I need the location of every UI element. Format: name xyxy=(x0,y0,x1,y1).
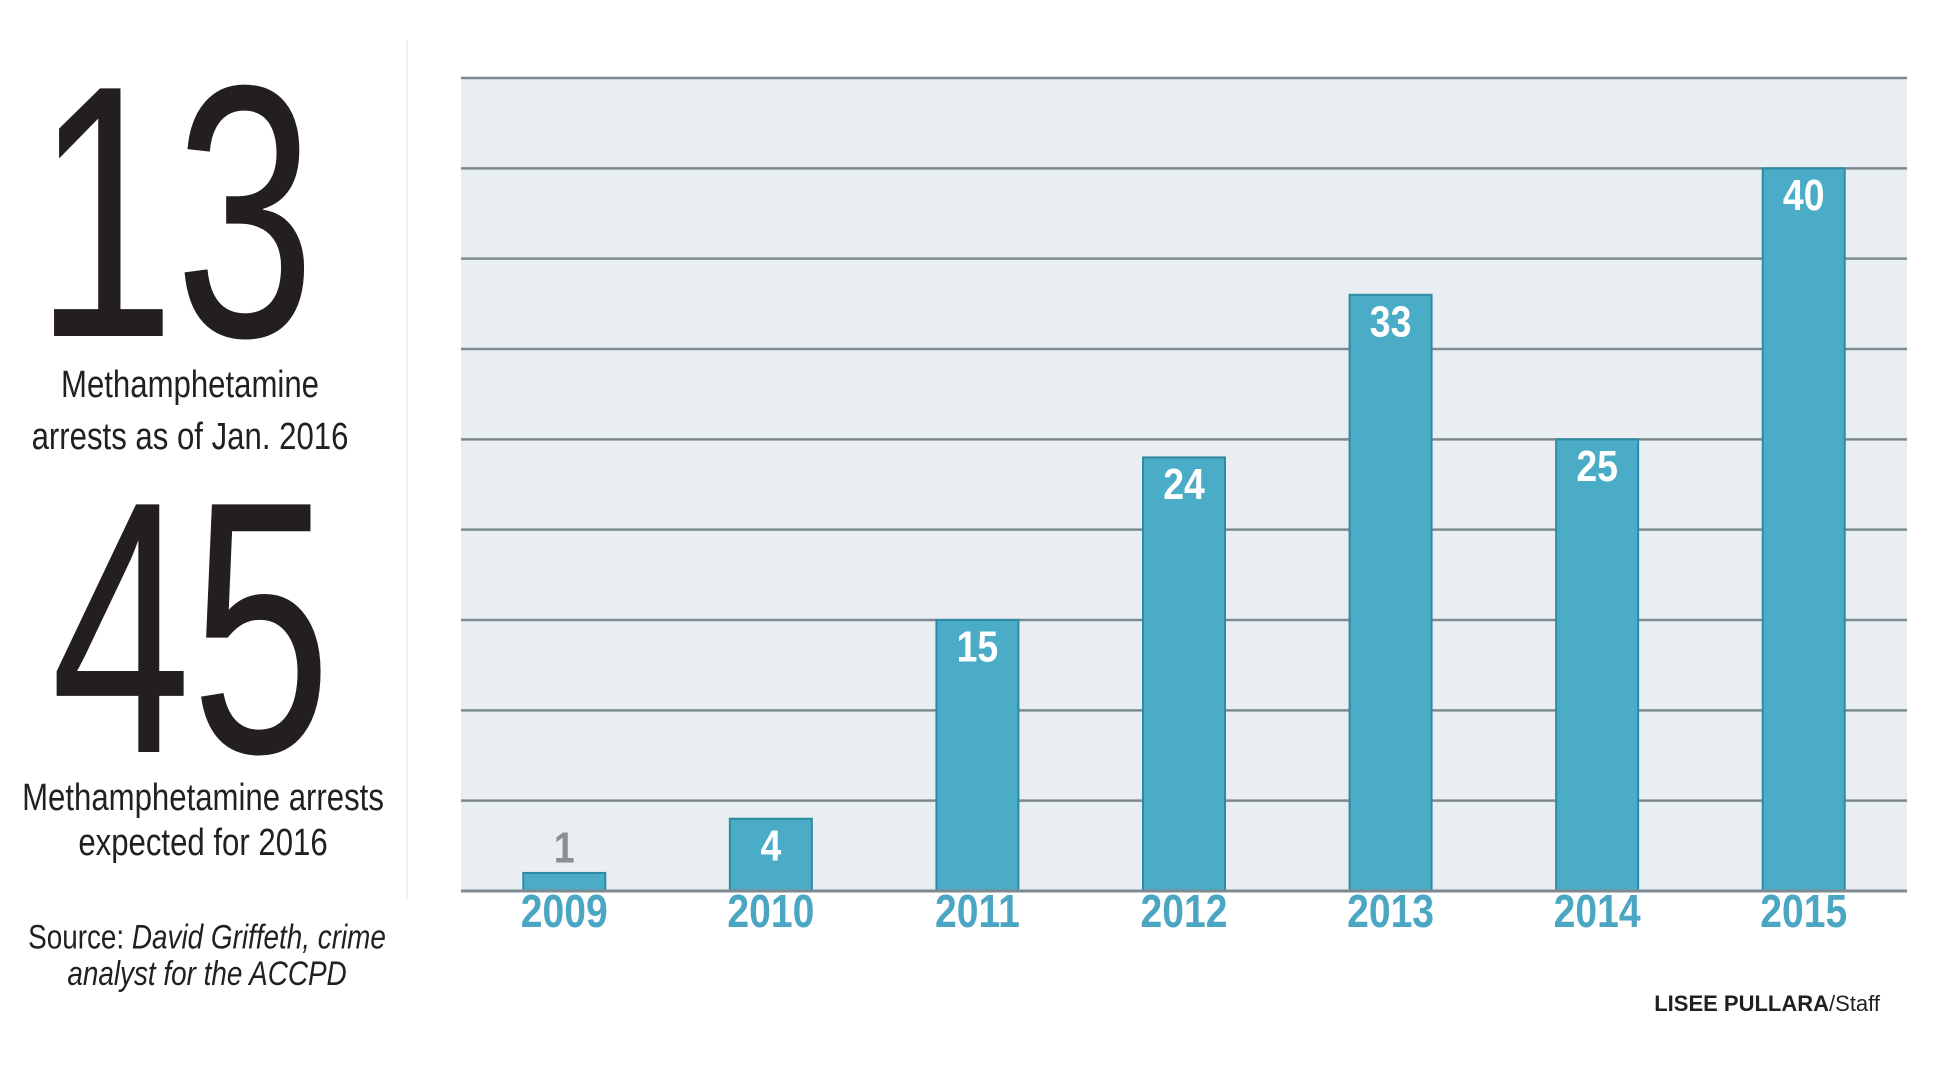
value-label: 15 xyxy=(957,622,999,672)
value-label-group: 24 xyxy=(1163,459,1205,509)
bar xyxy=(1348,293,1433,892)
stat-block: 45 xyxy=(51,426,331,828)
x-tick-label: 2014 xyxy=(1554,886,1641,938)
x-tick-label: 2009 xyxy=(521,886,608,938)
caption-line: arrests as of Jan. 2016 xyxy=(32,416,349,458)
bar xyxy=(1761,167,1846,893)
caption-line: expected for 2016 xyxy=(78,822,327,864)
x-tick-label: 2012 xyxy=(1141,886,1228,938)
value-label: 24 xyxy=(1163,459,1205,509)
value-label-group: 15 xyxy=(957,622,999,672)
source-line: Source: David Griffeth, crime xyxy=(28,918,386,956)
value-label-group: 1 xyxy=(554,823,575,873)
stat-block: 13 xyxy=(35,10,315,412)
x-tick-group: 2010 xyxy=(727,886,814,938)
value-label: 25 xyxy=(1576,441,1618,491)
source: Source: David Griffeth, crime analyst fo… xyxy=(28,918,386,992)
value-label: 40 xyxy=(1783,170,1825,220)
source-line: analyst for the ACCPD xyxy=(67,954,346,992)
stat-caption: Methamphetamine arrests expected for 201… xyxy=(22,777,384,864)
bar xyxy=(935,619,1020,892)
bar xyxy=(1142,456,1226,892)
value-label-group: 25 xyxy=(1576,441,1618,491)
bar xyxy=(1555,438,1640,892)
source-text: David Griffeth, crime xyxy=(132,918,386,956)
x-tick-label: 2010 xyxy=(727,886,814,938)
x-tick-label: 2011 xyxy=(935,886,1020,938)
value-label-group: 4 xyxy=(760,820,781,870)
value-label: 4 xyxy=(760,820,781,870)
x-tick-label: 2013 xyxy=(1347,886,1434,938)
x-tick-group: 2015 xyxy=(1760,886,1847,938)
x-tick-group: 2011 xyxy=(935,886,1020,938)
plot: 1 2009 4 2010 15 2011 24 2012 33 2013 25 2014 40 2015 xyxy=(461,76,1907,938)
caption-line: Methamphetamine xyxy=(61,364,319,406)
value-label: 1 xyxy=(554,823,575,873)
credit-name: LISEE PULLARA xyxy=(1654,991,1829,1016)
x-tick-label: 2015 xyxy=(1760,886,1847,938)
credit-role: /Staff xyxy=(1829,991,1881,1016)
bar xyxy=(728,817,813,893)
source-prefix: Source: xyxy=(28,918,124,956)
x-tick-group: 2013 xyxy=(1347,886,1434,938)
x-tick-group: 2014 xyxy=(1554,886,1641,938)
stat-number: 13 xyxy=(35,10,315,412)
x-tick-group: 2009 xyxy=(521,886,608,938)
value-label: 33 xyxy=(1370,297,1412,347)
caption-line: Methamphetamine arrests xyxy=(22,777,384,819)
stat-number: 45 xyxy=(51,426,331,828)
credit: LISEE PULLARA/Staff xyxy=(1654,991,1881,1016)
stat-caption: Methamphetamine arrests as of Jan. 2016 xyxy=(32,364,349,458)
value-label-group: 40 xyxy=(1783,170,1825,220)
x-tick-group: 2012 xyxy=(1141,886,1228,938)
value-label-group: 33 xyxy=(1370,297,1412,347)
